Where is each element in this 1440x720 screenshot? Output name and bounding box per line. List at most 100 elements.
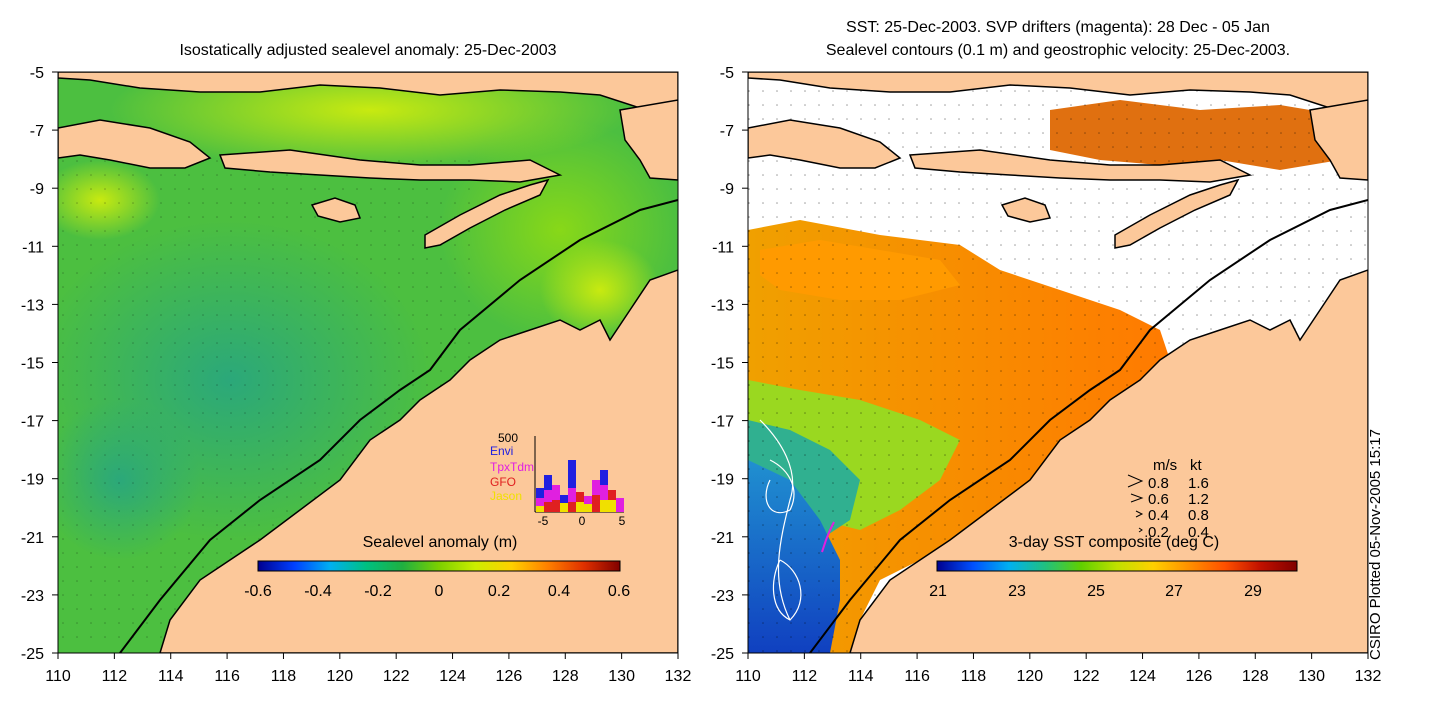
velocity-legend-kt: 1.2 (1188, 491, 1209, 508)
right-colorbar-label: 3-day SST composite (deg C) (1009, 534, 1219, 551)
left-lon-label: 120 (326, 668, 353, 685)
left-lon-label: 116 (214, 668, 240, 685)
right-colorbar-tick: 27 (1165, 583, 1183, 600)
right-lon-label: 120 (1016, 668, 1043, 685)
right-lat-label: -19 (711, 472, 734, 489)
right-panel-title-line1: SST: 25-Dec-2003. SVP drifters (magenta)… (846, 19, 1270, 36)
right-lon-label: 122 (1073, 668, 1100, 685)
left-lat-label: -19 (21, 472, 44, 489)
right-shelf-contour (809, 199, 1368, 653)
left-colorbar-tick: 0.6 (608, 583, 630, 600)
left-lon-label: 114 (158, 668, 184, 685)
inset-bar (584, 504, 592, 512)
left-colorbar-tick: 0 (435, 583, 444, 600)
left-lat-label: -25 (21, 646, 44, 663)
inset-ymax-label: 500 (498, 431, 518, 445)
left-lat-label: -17 (21, 414, 44, 431)
left-lon-label: 126 (496, 668, 523, 685)
left-lat-label: -23 (21, 588, 44, 605)
right-sealevel-contour (759, 419, 794, 621)
right-land-java (748, 119, 902, 169)
left-lon-label: 118 (271, 668, 297, 685)
right-lon-label: 110 (735, 668, 761, 685)
right-drifter-track (821, 521, 835, 553)
inset-xtick: 5 (619, 514, 626, 528)
right-lat-label: -13 (711, 297, 734, 314)
left-land-timor (424, 178, 550, 249)
inset-legend-jason: Jason (490, 489, 522, 503)
left-colorbar-gradient (257, 560, 621, 572)
velocity-legend-kt: 0.8 (1188, 507, 1209, 524)
inset-bar (592, 495, 600, 512)
left-lon-label: 130 (608, 668, 635, 685)
velocity-legend: m/s kt 0.8 1.6 0.6 1.2 0.4 0.8 0.2 0.4 (1127, 457, 1209, 541)
right-lon-label: 130 (1298, 668, 1325, 685)
inset-bar (568, 488, 576, 502)
right-colorbar-tick: 25 (1087, 583, 1105, 600)
left-colorbar: Sealevel anomaly (m) -0.6 -0.4 -0.2 0 0.… (244, 534, 630, 600)
credit-text: CSIRO Plotted 05-Nov-2005 15:17 (1367, 429, 1384, 660)
right-lat-label: -5 (720, 65, 734, 82)
right-colorbar-tick: 23 (1008, 583, 1026, 600)
inset-legend-gfo: GFO (490, 475, 516, 489)
inset-xtick: 0 (579, 514, 586, 528)
left-map (58, 72, 678, 653)
right-lat-label: -15 (711, 356, 734, 373)
altimeter-inset: 500 Envi TpxTdm GFO Jason (490, 431, 626, 528)
inset-bar (544, 490, 552, 502)
left-colorbar-tick: -0.6 (244, 583, 272, 600)
right-lat-label: -25 (711, 646, 734, 663)
velocity-legend-kt: 0.4 (1188, 524, 1209, 541)
left-lon-label: 110 (45, 668, 71, 685)
inset-xtick: -5 (538, 514, 549, 528)
left-lat-label: -21 (21, 530, 44, 547)
inset-legend-envi: Envi (490, 444, 513, 458)
velocity-legend-kt-header: kt (1190, 457, 1203, 474)
inset-bar (568, 460, 576, 512)
right-land-lesser-sunda (908, 149, 1253, 183)
left-land-north-east (619, 99, 678, 181)
right-land-north-east (1309, 99, 1368, 181)
left-lon-label: 132 (665, 668, 692, 685)
left-lat-label: -13 (21, 297, 44, 314)
velocity-legend-ms: 0.4 (1148, 507, 1169, 524)
right-lon-label: 128 (1242, 668, 1269, 685)
inset-bar (600, 500, 608, 512)
left-lon-label: 128 (552, 668, 579, 685)
velocity-legend-kt: 1.6 (1188, 475, 1209, 492)
right-lat-label: -9 (720, 181, 734, 198)
inset-bar (608, 500, 616, 512)
inset-bar (576, 502, 584, 512)
inset-bar (536, 498, 544, 506)
velocity-legend-arrow (1127, 474, 1144, 488)
left-land-sumba (310, 197, 362, 223)
inset-bar (600, 485, 608, 500)
right-land-australia (849, 269, 1368, 653)
left-lon-label: 124 (439, 668, 466, 685)
right-colorbar-gradient (936, 560, 1298, 572)
velocity-legend-ms: 0.8 (1148, 475, 1169, 492)
right-lat-label: -21 (711, 530, 734, 547)
right-lon-label: 124 (1129, 668, 1156, 685)
right-colorbar-tick: 29 (1244, 583, 1262, 600)
inset-legend-tpxtdm: TpxTdm (490, 460, 534, 474)
right-lat-label: -11 (712, 239, 734, 256)
inset-bar (568, 502, 576, 512)
inset-bar (544, 502, 552, 512)
right-lon-label: 126 (1186, 668, 1213, 685)
left-panel-title: Isostatically adjusted sealevel anomaly:… (179, 42, 557, 59)
left-lat-label: -5 (30, 65, 44, 82)
inset-bar (536, 506, 544, 512)
left-colorbar-tick: 0.2 (488, 583, 510, 600)
left-lon-label: 112 (102, 668, 128, 685)
right-lat-label: -23 (711, 588, 734, 605)
velocity-legend-arrow (1130, 493, 1144, 503)
left-lat-label: -11 (22, 239, 44, 256)
right-lon-label: 114 (848, 668, 874, 685)
left-lon-label: 122 (383, 668, 410, 685)
right-panel-title-line2: Sealevel contours (0.1 m) and geostrophi… (825, 42, 1291, 59)
right-lon-label: 116 (904, 668, 930, 685)
right-lon-label: 112 (792, 668, 818, 685)
